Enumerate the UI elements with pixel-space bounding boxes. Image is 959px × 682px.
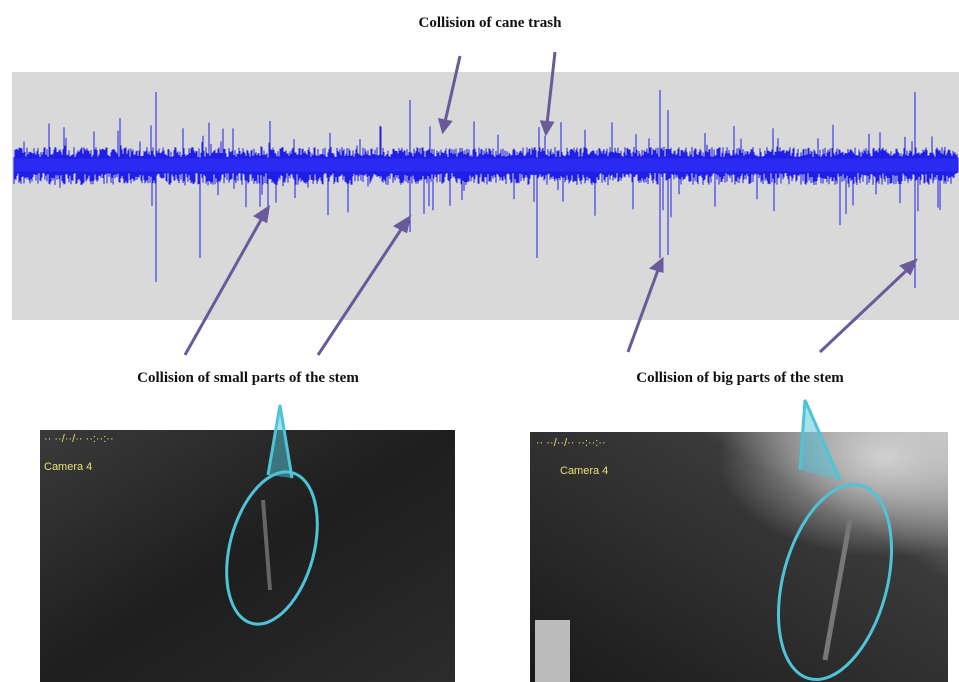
page: Collision of cane trash Collision of sma… [0,0,959,682]
signal-core [14,158,958,172]
camera-label-left: Camera 4 [44,461,92,473]
figure: Collision of cane trash Collision of sma… [0,0,959,682]
annotation-right: Collision of big parts of the stem [636,370,844,386]
overlay-date: ·· ··/··/·· ··:··:·· [44,433,114,445]
annotation-left: Collision of small parts of the stem [137,370,359,386]
camera-image-left [40,430,455,682]
camera-glare-bottom [535,620,570,682]
annotation-top: Collision of cane trash [419,15,563,31]
camera-label-right: Camera 4 [560,465,608,477]
signal-panel [12,72,959,320]
overlay-date: ·· ··/··/·· ··:··:·· [536,437,606,449]
